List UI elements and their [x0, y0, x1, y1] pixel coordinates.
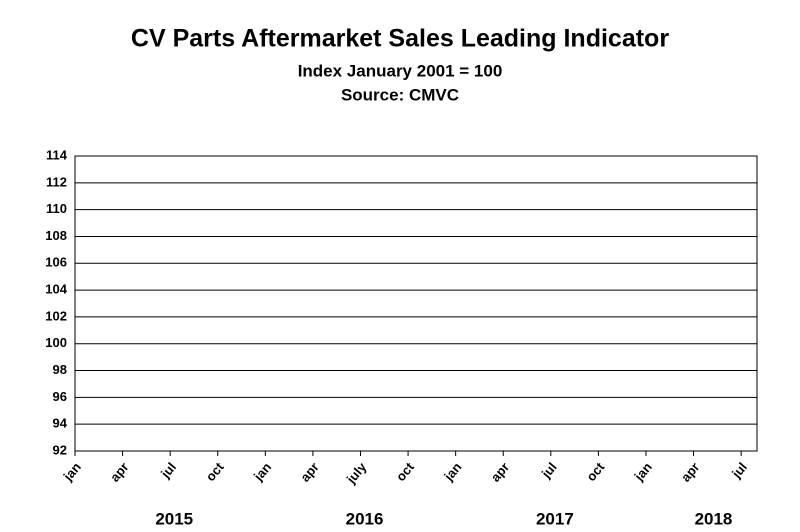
x-tick-label: jul [728, 459, 750, 481]
chart-title: CV Parts Aftermarket Sales Leading Indic… [131, 25, 669, 53]
y-tick-label: 104 [45, 282, 67, 297]
x-tick-label: jul [538, 459, 560, 481]
plot-frame [74, 155, 758, 452]
year-label: 2017 [536, 509, 574, 528]
x-tick-label: oct [393, 459, 417, 484]
year-label: 2015 [155, 509, 193, 528]
x-tick-label: oct [583, 459, 607, 484]
y-tick-label: 106 [45, 255, 67, 270]
x-tick-label: apr [678, 459, 702, 484]
x-tick-label: apr [297, 459, 321, 484]
x-tick-label: jul [157, 459, 179, 481]
y-tick-label: 112 [46, 174, 67, 189]
chart-subtitle: Source: CMVC [341, 85, 459, 104]
y-tick-label: 102 [45, 308, 67, 323]
year-label: 2018 [695, 509, 733, 528]
x-tick-label: jan [60, 459, 84, 484]
chart-subtitle: Index January 2001 = 100 [298, 61, 503, 80]
y-tick-label: 98 [53, 362, 67, 377]
y-tick-label: 114 [46, 147, 68, 162]
y-tick-label: 96 [53, 389, 67, 404]
x-tick-label: jan [440, 459, 464, 484]
y-tick-label: 108 [45, 228, 67, 243]
x-tick-label: apr [488, 459, 512, 484]
y-tick-label: 92 [53, 442, 67, 457]
x-tick-label: apr [107, 459, 131, 484]
x-tick-label: july [343, 459, 370, 487]
x-tick-label: jan [631, 459, 655, 484]
x-tick-label: jan [250, 459, 274, 484]
year-label: 2016 [346, 509, 384, 528]
y-tick-label: 100 [45, 335, 67, 350]
x-tick-label: oct [203, 459, 227, 484]
y-tick-label: 94 [53, 416, 68, 431]
y-tick-label: 110 [46, 201, 67, 216]
